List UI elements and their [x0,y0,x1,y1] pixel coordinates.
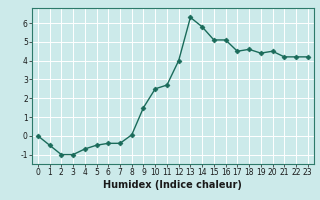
X-axis label: Humidex (Indice chaleur): Humidex (Indice chaleur) [103,180,242,190]
